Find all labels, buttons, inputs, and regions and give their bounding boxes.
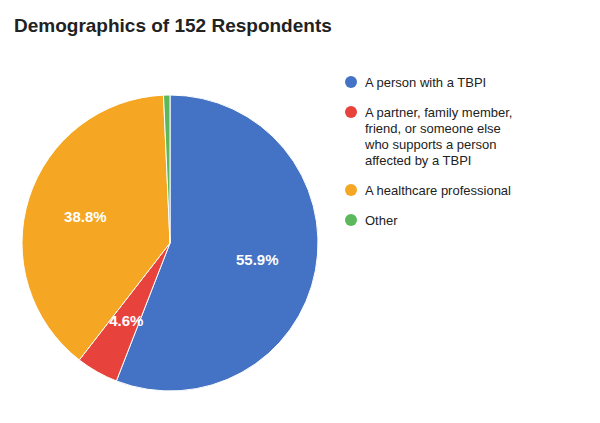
data-label: 55.9% [236, 251, 279, 268]
pie-slice [163, 95, 170, 243]
legend-label: Other [365, 213, 398, 228]
legend-marker [345, 76, 357, 88]
legend-label: A healthcare professional [365, 183, 511, 198]
data-label: 4.6% [109, 312, 143, 329]
chart-svg: Demographics of 152 Respondents 55.9% 4.6%… [0, 0, 600, 423]
pie [22, 95, 318, 391]
legend-marker [345, 184, 357, 196]
legend-label: A person with a TBPI [365, 75, 486, 90]
legend-marker [345, 106, 357, 118]
chart-title: Demographics of 152 Respondents [14, 15, 332, 36]
legend-marker [345, 214, 357, 226]
legend-label: A partner, family member,friend, or some… [364, 105, 512, 168]
pie-labels: 55.9% 4.6% 38.8% [64, 208, 278, 329]
data-label: 38.8% [64, 208, 107, 225]
legend: A person with a TBPI A partner, family me… [345, 75, 512, 228]
chart-container: Demographics of 152 Respondents 55.9% 4.6%… [0, 0, 600, 423]
pie-slice [22, 95, 170, 360]
